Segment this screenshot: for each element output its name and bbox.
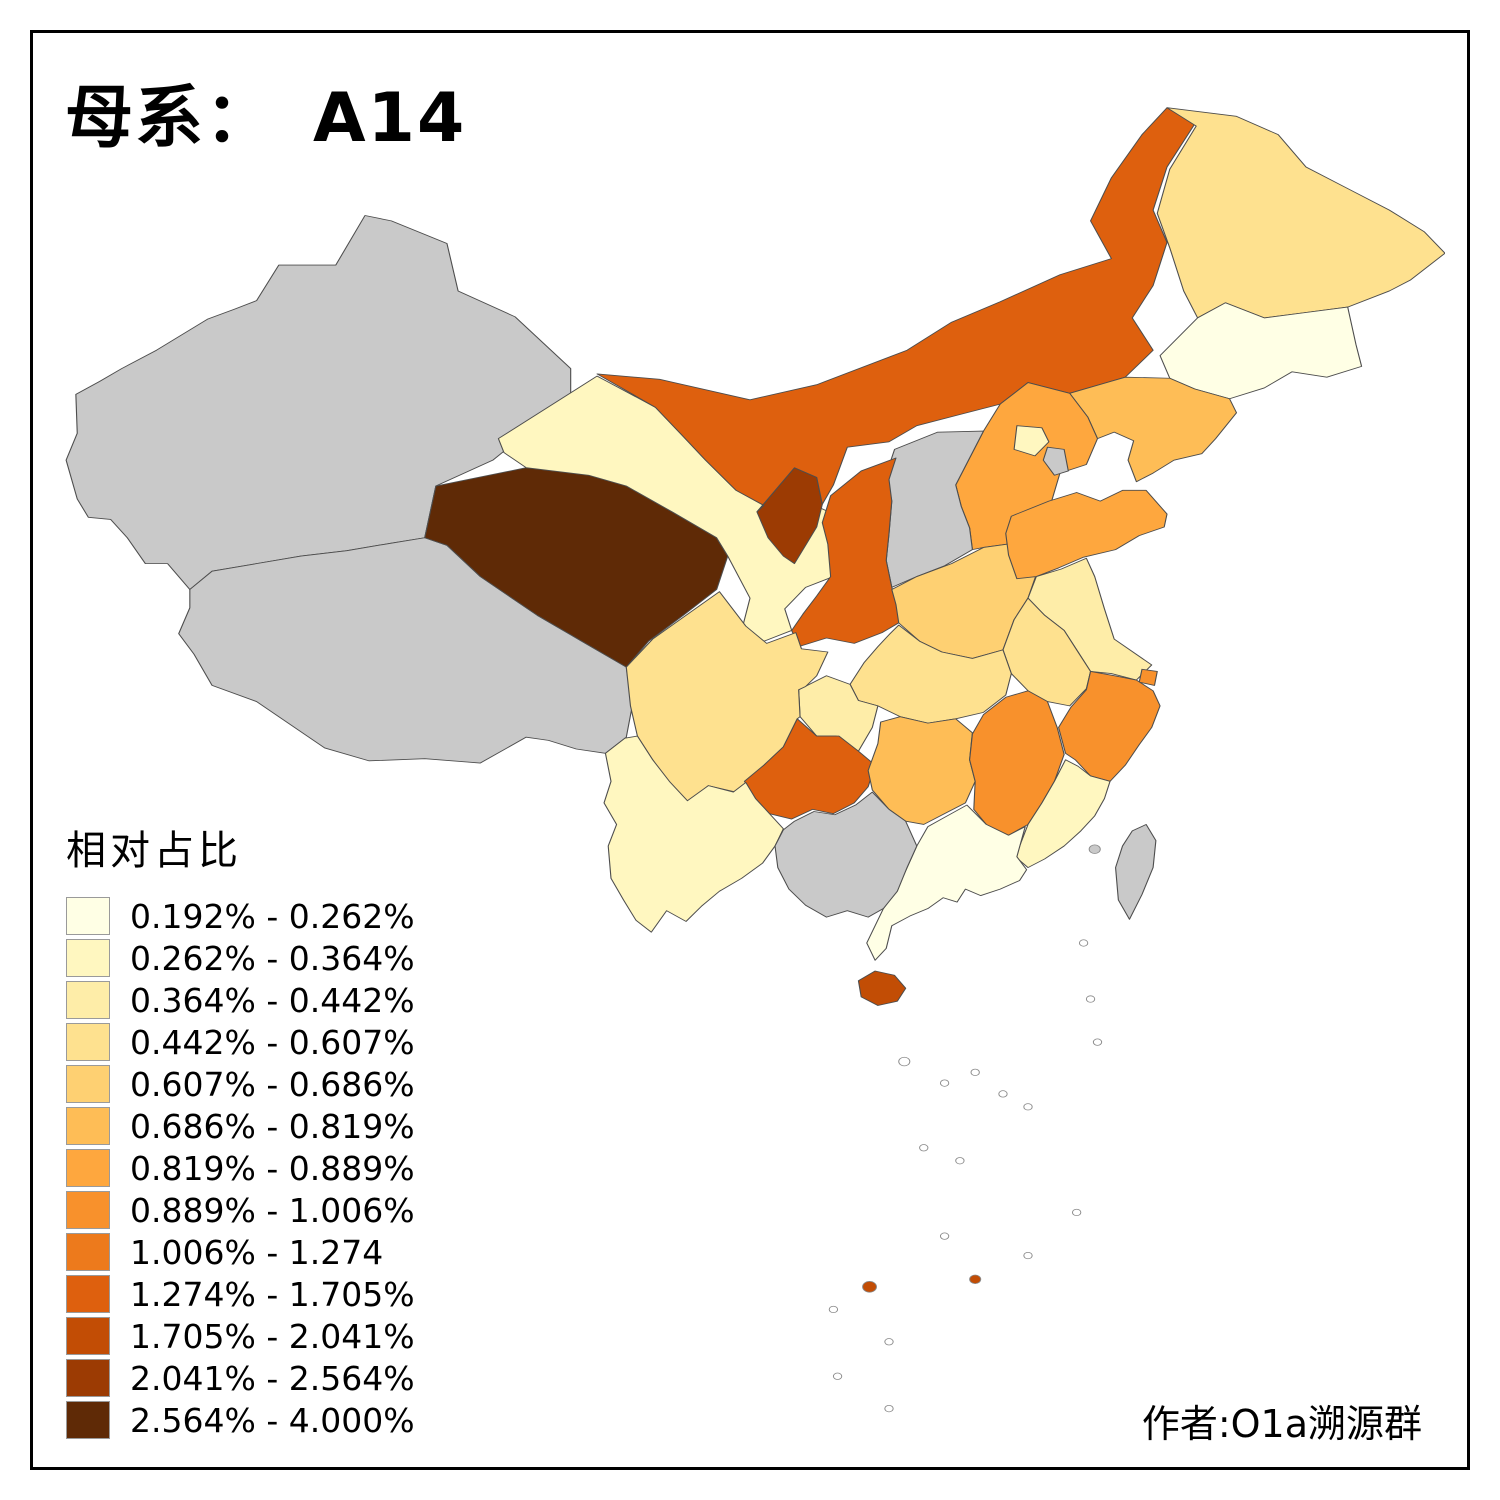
legend-swatch: [66, 1233, 110, 1271]
legend-swatch: [66, 1065, 110, 1103]
title-haplogroup: A14: [313, 79, 467, 158]
legend-label: 2.564% - 4.000%: [130, 1400, 415, 1440]
province-inner-mongolia: [596, 107, 1196, 513]
island-dot: [1023, 1251, 1033, 1260]
legend-row: 0.364% - 0.442%: [66, 980, 415, 1020]
china-map: [55, 70, 1445, 1428]
island-dot: [828, 1305, 839, 1314]
legend-row: 0.192% - 0.262%: [66, 896, 415, 936]
legend-label: 1.705% - 2.041%: [130, 1316, 415, 1356]
province-beijing: [1013, 425, 1050, 457]
province-jilin: [1159, 302, 1363, 400]
province-guizhou: [743, 718, 876, 820]
legend-row: 1.705% - 2.041%: [66, 1316, 415, 1356]
island-dot: [919, 1144, 929, 1152]
island-dot: [898, 1056, 911, 1067]
legend-swatch: [66, 1107, 110, 1145]
legend-label: 0.262% - 0.364%: [130, 938, 415, 978]
province-heilongjiang: [1156, 107, 1445, 319]
legend-title: 相对占比: [66, 828, 242, 874]
island-xisha-east: [969, 1274, 982, 1284]
province-guangdong: [866, 804, 1028, 961]
legend-label: 0.364% - 0.442%: [130, 980, 415, 1020]
legend-swatch: [66, 1149, 110, 1187]
title-prefix: 母系：: [65, 79, 276, 158]
legend-label: 0.192% - 0.262%: [130, 896, 415, 936]
island-dot: [955, 1157, 965, 1165]
legend-row: 0.442% - 0.607%: [66, 1022, 415, 1062]
legend: 相对占比 0.192% - 0.262% 0.262% - 0.364% 0.364…: [66, 818, 415, 1442]
island-dot: [970, 1068, 980, 1076]
legend-row: 1.006% - 1.274: [66, 1232, 415, 1272]
province-chongqing: [798, 675, 879, 752]
attribution: 作者:O1a溯源群: [1141, 1402, 1422, 1446]
province-fujian: [1014, 759, 1111, 868]
legend-swatch: [66, 939, 110, 977]
legend-swatch: [66, 1401, 110, 1439]
province-tianjin: [1042, 446, 1069, 476]
legend-swatch: [66, 1317, 110, 1355]
province-shaanxi: [791, 457, 900, 648]
page-title: 母系： A14: [65, 62, 466, 161]
legend-swatch: [66, 1359, 110, 1397]
legend-swatch: [66, 1275, 110, 1313]
legend-label: 1.006% - 1.274: [130, 1232, 384, 1272]
map-svg: [65, 107, 1445, 1413]
legend-label: 0.819% - 0.889%: [130, 1148, 415, 1188]
legend-row: 1.274% - 1.705%: [66, 1274, 415, 1314]
legend-row: 0.889% - 1.006%: [66, 1190, 415, 1230]
legend-label: 0.686% - 0.819%: [130, 1106, 415, 1146]
legend-swatch: [66, 981, 110, 1019]
legend-swatch: [66, 1023, 110, 1061]
island-dot: [832, 1372, 843, 1380]
island-xisha-west: [862, 1281, 877, 1293]
province-zhejiang: [1058, 670, 1161, 782]
legend-row: 0.686% - 0.819%: [66, 1106, 415, 1146]
island-dot: [1071, 1208, 1082, 1217]
province-hunan: [867, 716, 976, 825]
province-yunnan: [603, 735, 784, 933]
legend-label: 1.274% - 1.705%: [130, 1274, 415, 1314]
island-dot: [1088, 844, 1101, 854]
legend-label: 0.442% - 0.607%: [130, 1022, 415, 1062]
legend-swatch: [66, 1191, 110, 1229]
island-dot: [939, 1232, 950, 1240]
island-dot: [884, 1404, 894, 1413]
legend-label: 0.607% - 0.686%: [130, 1064, 415, 1104]
island-dot: [939, 1079, 950, 1087]
legend-swatch: [66, 897, 110, 935]
legend-row: 2.564% - 4.000%: [66, 1400, 415, 1440]
legend-row: 2.041% - 2.564%: [66, 1358, 415, 1398]
island-dot: [1092, 1038, 1103, 1046]
legend-label: 2.041% - 2.564%: [130, 1358, 415, 1398]
island-dot: [1078, 939, 1089, 947]
island-dot: [1085, 995, 1096, 1003]
province-taiwan: [1115, 824, 1157, 920]
island-dot: [884, 1338, 894, 1346]
province-hainan: [857, 970, 907, 1006]
province-guangxi: [774, 791, 918, 918]
province-shandong: [1005, 489, 1168, 580]
province-shanghai: [1138, 668, 1158, 686]
legend-label: 0.889% - 1.006%: [130, 1190, 415, 1230]
island-dot: [1023, 1103, 1033, 1111]
legend-row: 0.607% - 0.686%: [66, 1064, 415, 1104]
legend-row: 0.819% - 0.889%: [66, 1148, 415, 1188]
island-dot: [998, 1090, 1008, 1098]
legend-rows: 0.192% - 0.262% 0.262% - 0.364% 0.364% - 0…: [66, 896, 415, 1440]
legend-row: 0.262% - 0.364%: [66, 938, 415, 978]
